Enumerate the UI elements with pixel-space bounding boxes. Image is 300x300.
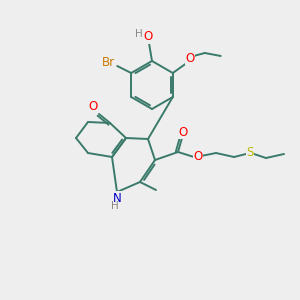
Text: O: O xyxy=(185,52,194,64)
Text: S: S xyxy=(246,146,254,160)
Text: O: O xyxy=(194,149,202,163)
Text: H: H xyxy=(135,29,143,39)
Text: O: O xyxy=(143,31,153,44)
Text: N: N xyxy=(112,191,122,205)
Text: O: O xyxy=(88,100,98,112)
Text: Br: Br xyxy=(102,56,115,70)
Text: O: O xyxy=(178,125,188,139)
Text: H: H xyxy=(111,201,119,211)
